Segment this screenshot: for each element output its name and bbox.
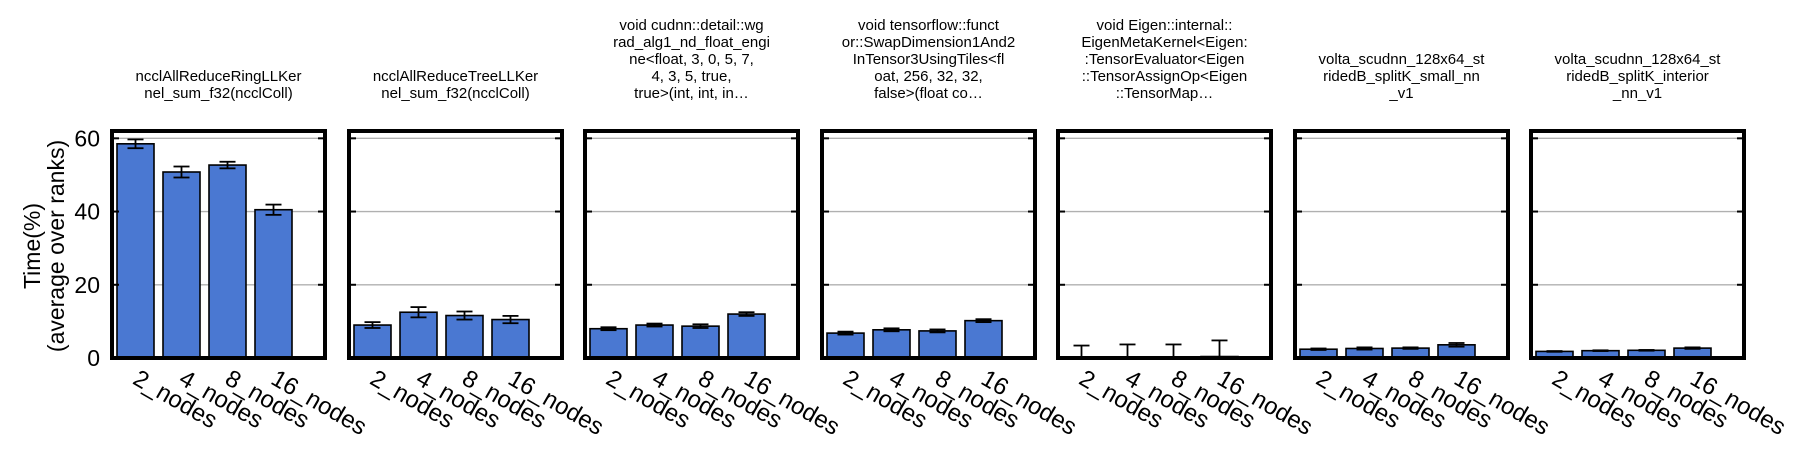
subplot-title-line: _v1 bbox=[1388, 85, 1413, 102]
subplot-frame bbox=[1529, 129, 1746, 360]
bar bbox=[964, 319, 1003, 359]
subplot-title-line: void cudnn::detail::wg bbox=[619, 17, 763, 34]
bar bbox=[254, 208, 293, 359]
bar bbox=[727, 313, 766, 359]
bar bbox=[399, 311, 438, 359]
subplot-title-line: or::SwapDimension1And2 bbox=[842, 34, 1015, 51]
subplot-title-line: InTensor3UsingTiles<fl bbox=[853, 51, 1005, 68]
bar bbox=[116, 143, 155, 359]
subplot-title-line: volta_scudnn_128x64_st bbox=[1319, 51, 1486, 68]
bar bbox=[162, 171, 201, 359]
subplot-title-line: false>(float co… bbox=[874, 85, 983, 102]
subplot-title-line: nel_sum_f32(ncclColl) bbox=[144, 85, 292, 102]
subplot-frame bbox=[1293, 129, 1510, 360]
subplot-frame bbox=[820, 129, 1037, 360]
y-axis-label: Time(%) (average over ranks) bbox=[19, 140, 69, 352]
subplot-title-line: true>(int, int, in… bbox=[634, 85, 749, 102]
y-tick-label: 60 bbox=[74, 125, 100, 151]
y-tick-label: 0 bbox=[87, 345, 100, 371]
y-axis-label-line: Time(%) bbox=[19, 203, 45, 289]
subplot-2: 2_nodes4_nodes8_nodes16_nodesncclAllRedu… bbox=[347, 68, 608, 441]
subplot-title-line: _nn_v1 bbox=[1612, 85, 1662, 102]
bar bbox=[918, 330, 957, 359]
subplot-title-line: ::TensorAssignOp<Eigen bbox=[1082, 68, 1248, 85]
subplot-frame bbox=[583, 129, 800, 360]
subplot-title-line: ncclAllReduceRingLLKer bbox=[136, 68, 302, 85]
subplot-title-line: ridedB_splitK_small_nn bbox=[1323, 68, 1480, 85]
bar bbox=[353, 324, 392, 359]
subplot-title-line: volta_scudnn_128x64_st bbox=[1555, 51, 1722, 68]
y-axis-label-line: (average over ranks) bbox=[43, 140, 69, 352]
bar bbox=[445, 314, 484, 359]
subplot-title-line: ridedB_splitK_interior bbox=[1566, 68, 1709, 85]
y-tick-label: 20 bbox=[74, 272, 100, 298]
subplot-title-line: void tensorflow::funct bbox=[858, 17, 1000, 34]
subplot-title-line: :TensorEvaluator<Eigen bbox=[1085, 51, 1245, 68]
subplot-6: 2_nodes4_nodes8_nodes16_nodesvolta_scudn… bbox=[1293, 51, 1554, 441]
subplot-frame bbox=[1056, 129, 1273, 360]
y-tick-label: 40 bbox=[74, 199, 100, 225]
bar bbox=[826, 332, 865, 359]
bar bbox=[491, 318, 530, 359]
subplot-title-line: ne<float, 3, 0, 5, 7, bbox=[629, 51, 754, 68]
subplot-title-line: EigenMetaKernel<Eigen: bbox=[1081, 34, 1247, 51]
subplot-title-line: 4, 3, 5, true, bbox=[651, 68, 731, 85]
subplot-frame bbox=[110, 129, 327, 360]
subplot-title-line: rad_alg1_nd_float_engi bbox=[613, 34, 770, 51]
bar bbox=[872, 329, 911, 359]
bar bbox=[208, 164, 247, 359]
bar bbox=[589, 327, 628, 359]
bar bbox=[635, 324, 674, 359]
subplot-title-line: ::TensorMap… bbox=[1116, 85, 1214, 102]
subplot-frame bbox=[347, 129, 564, 360]
subplot-title-line: oat, 256, 32, 32, bbox=[874, 68, 982, 85]
subplot-1: 02040602_nodes4_nodes8_nodes16_nodesnccl… bbox=[74, 68, 371, 441]
subplot-title-line: ncclAllReduceTreeLLKer bbox=[373, 68, 538, 85]
bar bbox=[681, 325, 720, 359]
subplot-title-line: void Eigen::internal:: bbox=[1097, 17, 1233, 34]
subplot-7: 2_nodes4_nodes8_nodes16_nodesvolta_scudn… bbox=[1529, 51, 1790, 441]
subplot-title-line: nel_sum_f32(ncclColl) bbox=[381, 85, 529, 102]
